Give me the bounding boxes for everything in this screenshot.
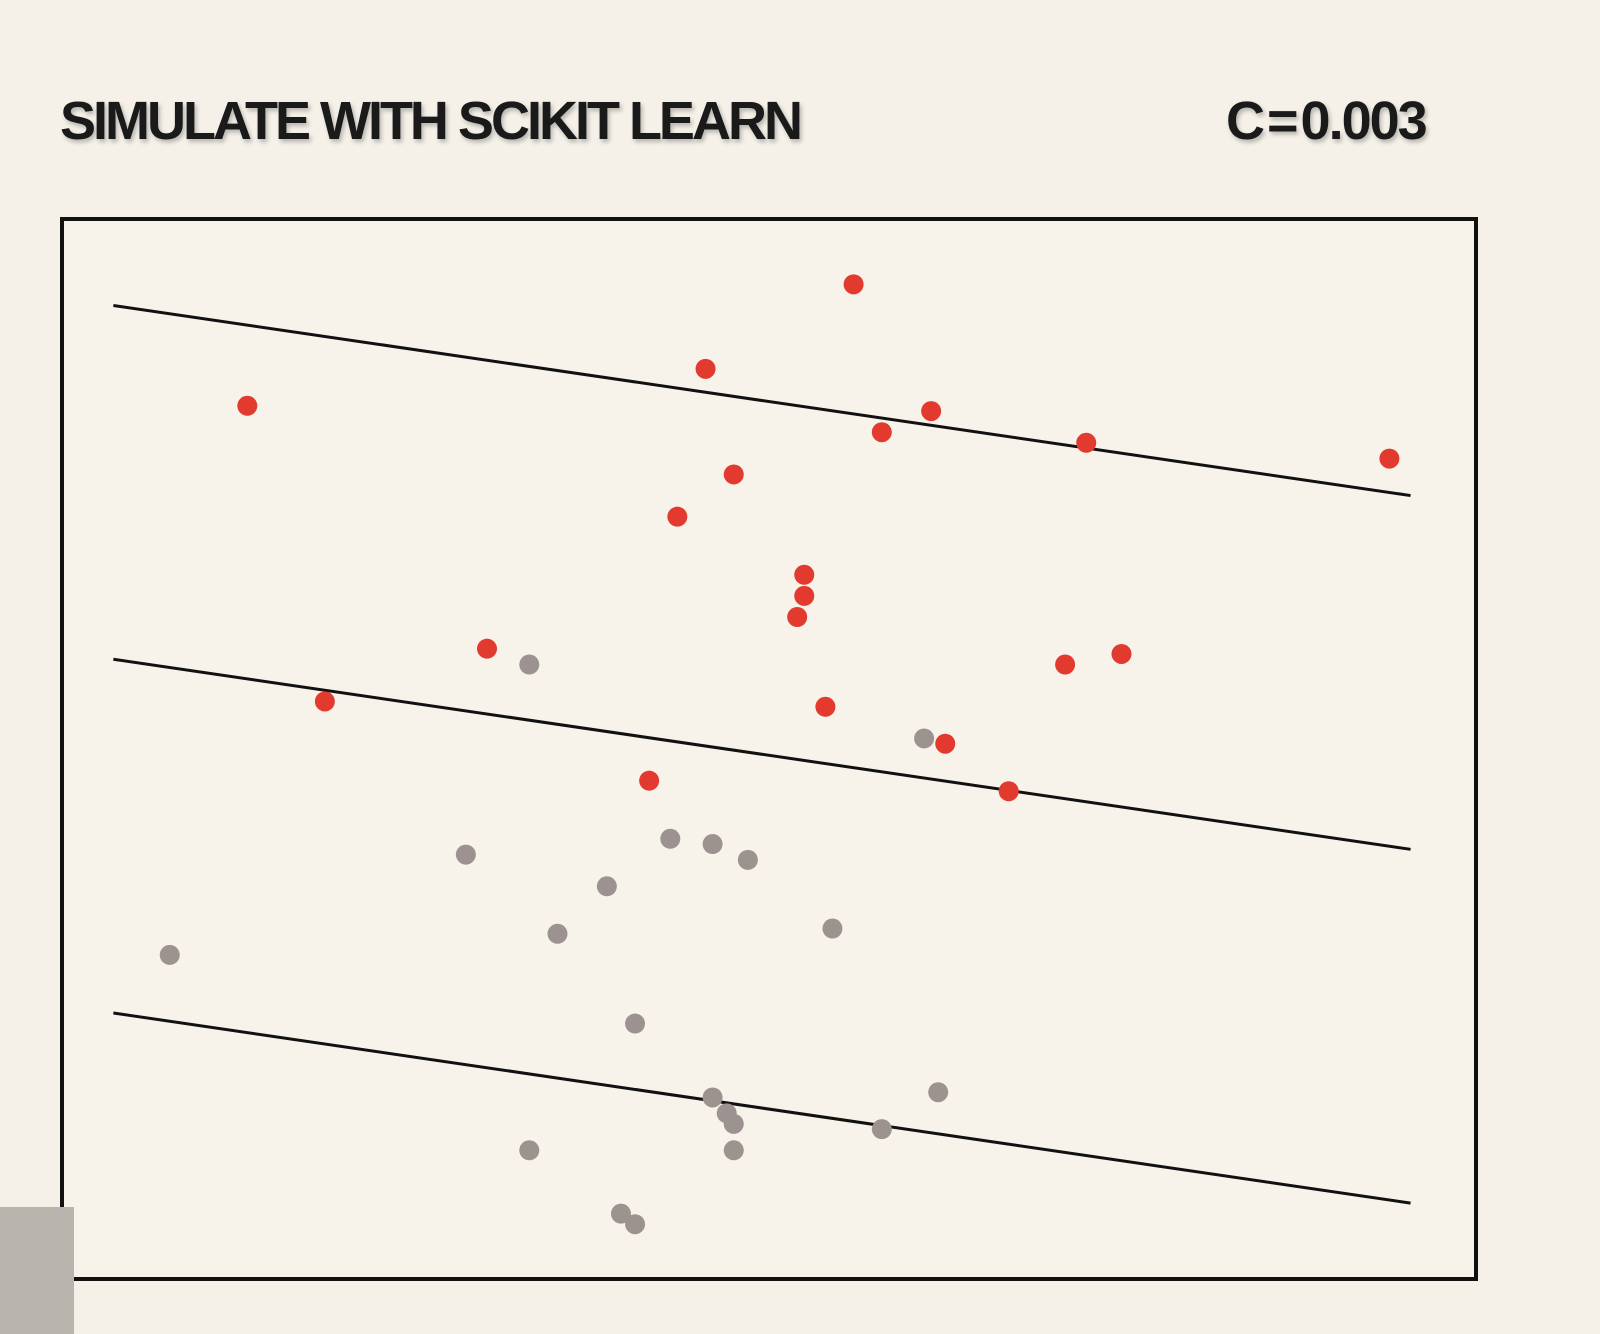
red-point — [314, 691, 335, 712]
gray-point — [159, 944, 180, 965]
red-point — [237, 395, 258, 416]
red-point — [871, 422, 892, 443]
red-point — [1055, 654, 1076, 675]
red-point — [998, 781, 1019, 802]
red-point — [794, 585, 815, 606]
red-point — [1076, 432, 1097, 453]
margin-lower-line — [113, 1011, 1411, 1205]
red-point — [794, 564, 815, 585]
slide-title: SIMULATE WITH SCIKIT LEARN — [60, 91, 803, 151]
red-point — [695, 358, 716, 379]
gray-point — [822, 918, 843, 939]
red-point — [815, 696, 836, 717]
gray-point — [871, 1119, 892, 1140]
red-point — [477, 638, 497, 659]
gray-point — [914, 728, 935, 749]
gray-point — [723, 1113, 744, 1134]
red-point — [639, 770, 660, 791]
gray-point — [519, 654, 540, 675]
parameter-value: 0.003 — [1300, 91, 1428, 151]
gray-point — [547, 923, 568, 944]
gray-point — [702, 1087, 723, 1108]
gray-point — [660, 828, 681, 849]
gray-point — [737, 849, 758, 870]
lines-layer — [113, 303, 1411, 1205]
points-layer — [159, 274, 1400, 1235]
parameter-name: C — [1226, 91, 1265, 151]
gray-point — [723, 1140, 744, 1161]
gray-point — [455, 844, 476, 865]
scatter-plot — [113, 274, 1411, 1235]
gray-point — [610, 1203, 631, 1224]
red-point — [935, 733, 956, 754]
gray-point — [596, 876, 617, 897]
gray-point — [702, 834, 723, 855]
red-point — [921, 401, 942, 422]
red-point — [723, 464, 744, 485]
gray-point — [928, 1082, 949, 1103]
gray-point — [625, 1013, 646, 1034]
red-point — [1379, 448, 1400, 469]
plot-frame — [60, 217, 1478, 1281]
corner-block — [0, 1207, 74, 1334]
gray-point — [519, 1140, 540, 1161]
parameter-equals: = — [1267, 91, 1299, 151]
margin-upper-line — [113, 303, 1411, 498]
parameter-label: C=0.003 — [1226, 90, 1428, 152]
red-point — [1111, 643, 1132, 664]
red-point — [843, 274, 864, 295]
red-point — [787, 607, 808, 627]
red-point — [667, 506, 688, 527]
decision-boundary-line — [113, 657, 1411, 851]
gray-point — [625, 1214, 646, 1235]
